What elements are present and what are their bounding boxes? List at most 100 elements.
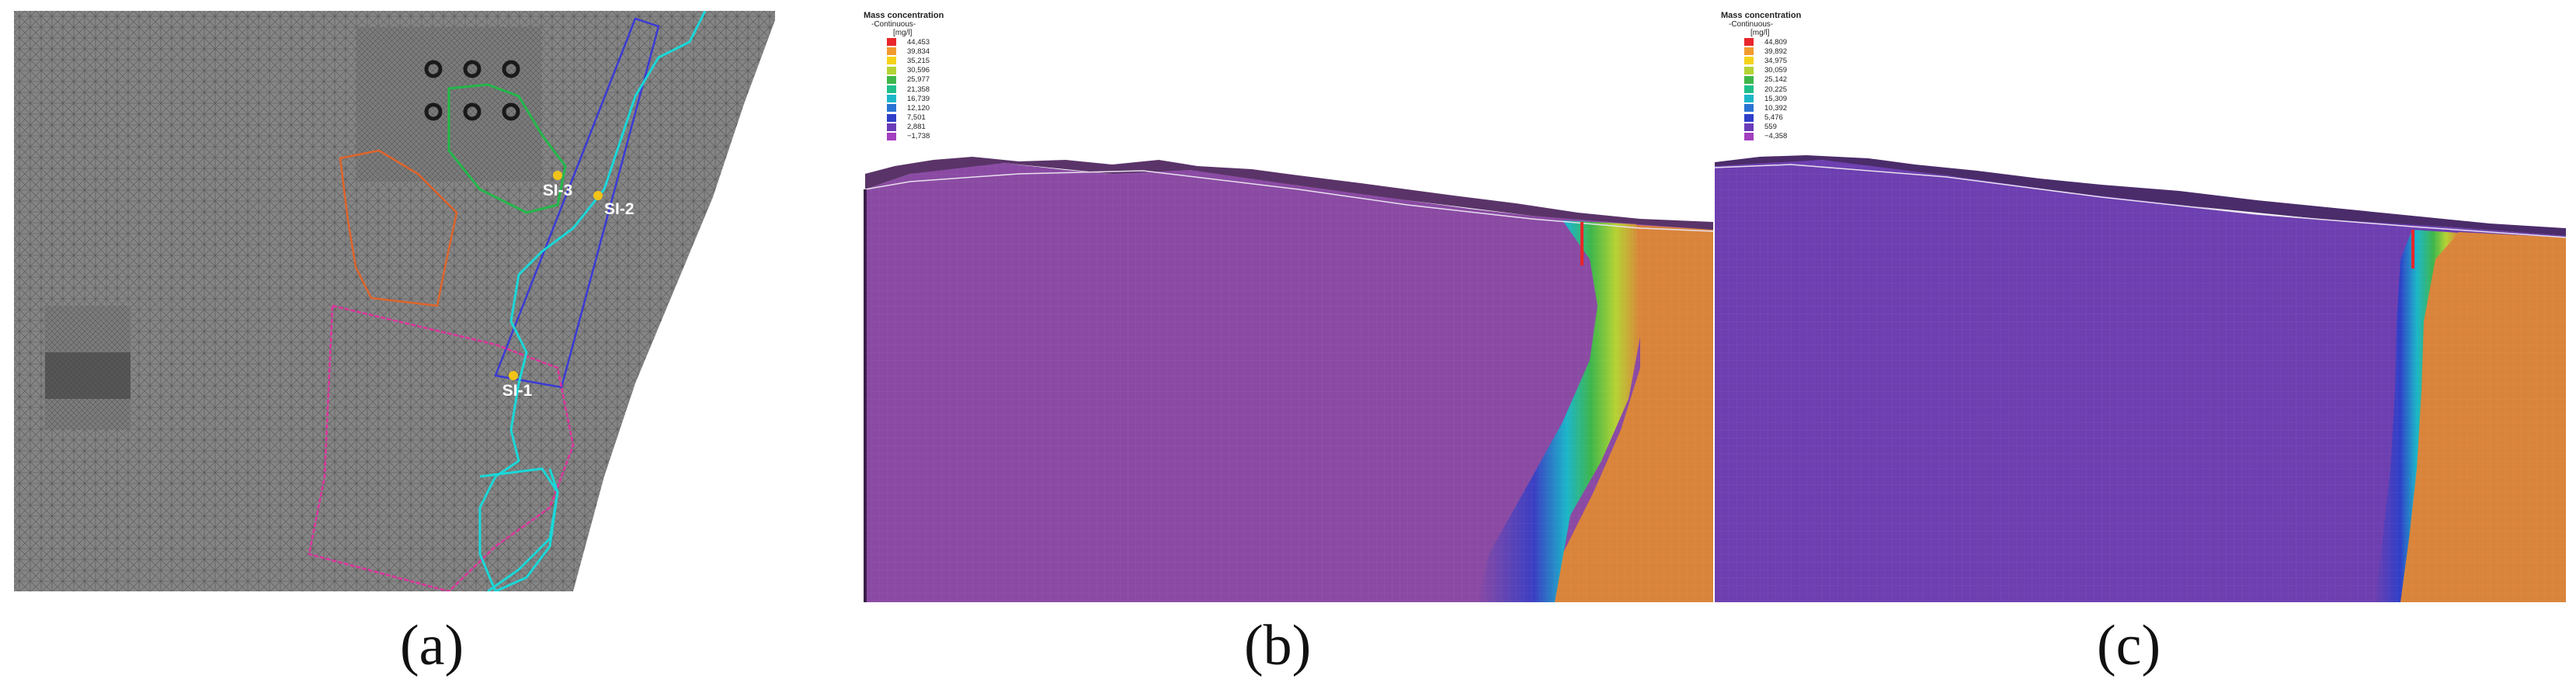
b-legend-row: 44,453 — [887, 37, 944, 47]
grid-overlay-b — [865, 158, 1713, 602]
b-legend-swatch — [887, 66, 896, 75]
c-legend-swatch — [1744, 104, 1754, 113]
b-legend-value: 2,881 — [907, 123, 926, 132]
caption-b: (b) — [1244, 614, 1312, 677]
b-legend-value: −1,738 — [907, 132, 930, 141]
b-legend-row: 39,834 — [887, 47, 944, 56]
b-legend-row: 25,977 — [887, 75, 944, 85]
c-legend-value: 559 — [1764, 123, 1777, 132]
b-legend-value: 44,453 — [907, 37, 930, 47]
b-legend-value: 21,358 — [907, 85, 930, 94]
b-legend-swatch — [887, 38, 896, 47]
b-legend-value: 7,501 — [907, 113, 926, 123]
c-legend-value: 5,476 — [1764, 113, 1783, 123]
panel-a-mesh-map: SI-3 SI-2 SI-1 0 50 100 — [14, 11, 775, 591]
terrain-surface-c — [1715, 155, 2566, 236]
b-legend-value: 12,120 — [907, 103, 930, 113]
b-legend-swatch — [887, 104, 896, 113]
c-legend-swatch — [1744, 66, 1754, 75]
legend-b-rows: 44,453 39,834 35,215 30,596 25,977 21,358 16,7… — [864, 37, 944, 141]
c-legend-row: 5,476 — [1744, 113, 1801, 123]
b-legend-swatch — [887, 57, 896, 65]
site-marker-si-1 — [509, 371, 518, 380]
legend-b-title: Mass concentration — [864, 11, 944, 20]
scale-label-0: 0 — [598, 574, 603, 583]
b-legend-row: 7,501 — [887, 113, 944, 123]
c-legend-row: 15,309 — [1744, 94, 1801, 103]
dark-building — [45, 352, 130, 399]
c-legend-swatch — [1744, 75, 1754, 84]
c-legend-value: 25,142 — [1764, 75, 1788, 85]
site-marker-si-2 — [593, 191, 603, 200]
water-table-line-b — [864, 170, 1713, 232]
scale-bar: 0 50 100 — [598, 574, 648, 587]
c-legend-swatch — [1744, 95, 1754, 103]
c-legend-swatch — [1744, 47, 1754, 56]
b-legend-swatch — [887, 113, 896, 122]
c-legend-swatch — [1744, 38, 1754, 47]
scale-label-50: 50 — [615, 574, 624, 583]
c-legend-row: 34,975 — [1744, 56, 1801, 65]
site-label-si-2: SI-2 — [604, 200, 634, 218]
well-markers — [424, 60, 520, 121]
site-label-si-1: SI-1 — [502, 382, 533, 400]
legend-c-subtitle: -Continuous- — [1729, 20, 1774, 29]
c-legend-value: 34,975 — [1764, 56, 1788, 65]
b-legend-swatch — [887, 95, 896, 103]
c-legend-row: 559 — [1744, 123, 1801, 132]
legend-c-rows: 44,809 39,892 34,975 30,059 25,142 20,225 15,3… — [1721, 37, 1801, 141]
caption-a: (a) — [400, 614, 464, 677]
c-legend-row: 10,392 — [1744, 103, 1801, 113]
orange-outline — [339, 149, 458, 307]
c-legend-swatch — [1744, 123, 1754, 131]
b-legend-value: 25,977 — [907, 75, 930, 85]
c-legend-swatch — [1744, 57, 1754, 65]
c-legend-row: −4,358 — [1744, 132, 1801, 141]
b-legend-swatch — [887, 75, 896, 84]
b-legend-row: −1,738 — [887, 132, 944, 141]
legend-b-units: [mg/l] — [893, 29, 913, 37]
c-legend-row: 25,142 — [1744, 75, 1801, 85]
c-legend-swatch — [1744, 85, 1754, 94]
mesh-map-svg: SI-3 SI-2 SI-1 0 50 100 — [14, 11, 775, 591]
grid-overlay-c — [1715, 158, 2566, 602]
legend-c-title: Mass concentration — [1721, 11, 1802, 20]
b-legend-row: 2,881 — [887, 123, 944, 132]
b-legend-swatch — [887, 132, 896, 140]
well-marker-b — [1580, 222, 1583, 265]
legend-c: Mass concentration -Continuous- [mg/l] 4… — [1721, 11, 1801, 141]
c-legend-row: 30,059 — [1744, 66, 1801, 75]
caption-c: (c) — [2097, 614, 2161, 677]
cyan-outline — [478, 11, 707, 591]
c-legend-row: 44,809 — [1744, 37, 1801, 47]
c-legend-row: 20,225 — [1744, 85, 1801, 94]
b-legend-row: 35,215 — [887, 56, 944, 65]
b-legend-value: 16,739 — [907, 94, 930, 103]
legend-b-subtitle: -Continuous- — [871, 20, 916, 29]
site-marker-si-3 — [553, 171, 562, 180]
green-outline — [447, 83, 567, 214]
site-label-si-3: SI-3 — [543, 182, 573, 199]
well-marker-c — [2411, 230, 2414, 269]
c-legend-row: 39,892 — [1744, 47, 1801, 56]
b-legend-swatch — [887, 85, 896, 94]
c-legend-value: 44,809 — [1764, 37, 1788, 47]
c-legend-value: 30,059 — [1764, 66, 1788, 75]
terrain-surface-b — [865, 157, 1713, 230]
panel-b-cross-section: Mass concentration -Continuous- [mg/l] 4… — [864, 11, 1713, 602]
b-legend-value: 30,596 — [907, 66, 930, 75]
scale-label-100: 100 — [635, 574, 648, 583]
c-legend-value: −4,358 — [1764, 132, 1788, 141]
b-legend-value: 35,215 — [907, 56, 930, 65]
water-table-line-c — [1714, 164, 2566, 238]
c-legend-swatch — [1744, 132, 1754, 140]
b-legend-row: 12,120 — [887, 103, 944, 113]
section-c-svg — [1714, 155, 2566, 602]
blue-domain-outline — [494, 17, 660, 389]
cyan-outline-inner — [479, 467, 559, 591]
panel-c-cross-section: Mass concentration -Continuous- [mg/l] 4… — [1713, 11, 2566, 602]
c-legend-swatch — [1744, 113, 1754, 122]
c-legend-value: 10,392 — [1764, 103, 1788, 113]
b-legend-value: 39,834 — [907, 47, 930, 56]
b-legend-row: 30,596 — [887, 66, 944, 75]
